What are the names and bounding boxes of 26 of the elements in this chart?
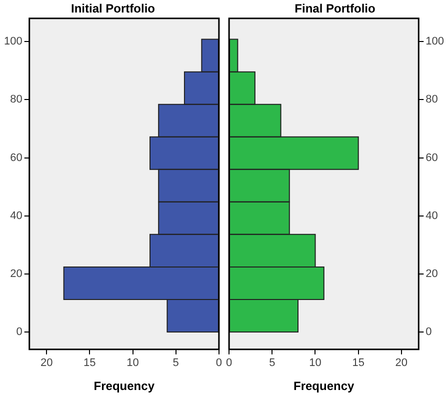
x-tick-label: 20 [395, 357, 408, 370]
x-tick-label: 0 [216, 357, 222, 370]
y-tick-label: 80 [426, 94, 438, 106]
y-tick-label: 20 [426, 268, 438, 280]
x-tick-label: 0 [226, 357, 232, 370]
y-tick-label: 100 [4, 36, 22, 48]
y-tick-label: 20 [10, 268, 22, 280]
y-tick-label: 40 [426, 210, 438, 222]
y-tick-label: 80 [10, 94, 22, 106]
x-tick-label: 5 [172, 357, 179, 370]
x-tick-label: 20 [40, 357, 53, 370]
x-tick-label: 10 [309, 357, 322, 370]
x-tick-label: 15 [352, 357, 364, 370]
x-axis-title: Frequency [94, 379, 155, 394]
x-axis-title: Frequency [294, 379, 355, 394]
x-tick-label: 15 [84, 357, 96, 370]
chart-title: Initial Portfolio [71, 2, 155, 16]
y-tick-label: 60 [10, 152, 22, 164]
y-tick-label: 0 [16, 326, 22, 338]
y-tick-label: 40 [10, 210, 22, 222]
y-tick-label: 60 [426, 152, 438, 164]
x-tick-label: 10 [126, 357, 139, 370]
x-tick-label: 5 [269, 357, 276, 370]
y-tick-label: 100 [426, 36, 444, 48]
chart-title: Final Portfolio [294, 2, 376, 16]
y-tick-label: 0 [426, 326, 432, 338]
